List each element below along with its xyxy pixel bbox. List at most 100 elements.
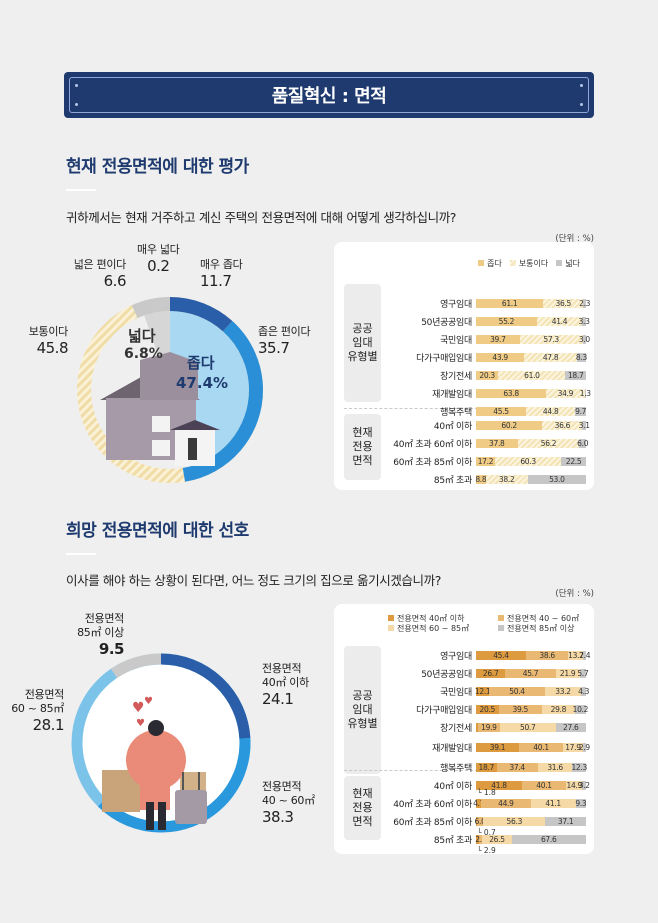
bar-segment: 61.1: [476, 299, 544, 308]
bar-segment: 44.9: [481, 799, 531, 808]
small-value-note: └ 2.9: [477, 846, 496, 855]
bar-panel-preferred: 전용면적 40㎡ 이하 전용면적 40 ~ 60㎡ 전용면적 60 ~ 85㎡ …: [334, 604, 594, 855]
stacked-bar: 41.8 40.1 14.9 3.2: [476, 781, 590, 790]
bar-segment: 53.0: [527, 475, 586, 484]
bar-segment: 60.2: [476, 421, 543, 430]
donut-label-60-85: 전용면적 60 ~ 85㎡ 28.1: [11, 688, 64, 734]
legend-item-narrow: 좁다: [478, 258, 502, 269]
section-title: 현재 전용면적에 대한 평가: [66, 157, 249, 177]
bar-row: 50년공공임대 55.2 41.4 3.3: [334, 316, 594, 328]
bar-segment: 12.1: [474, 687, 491, 696]
bar-segment: 31.6: [537, 763, 573, 772]
bar-segment: 9.3: [575, 799, 587, 808]
bar-row: 40㎡ 초과 60㎡ 이하 37.8 56.2 6.0: [334, 438, 594, 450]
donut-label-very-narrow: 매우 좁다 11.7: [200, 258, 243, 290]
bar-segment: [476, 817, 477, 826]
stacked-bar: 2.9 26.5 67.6: [475, 835, 586, 844]
bar-row: 장기전세 20.3 61.0 18.7: [334, 370, 594, 382]
bar-segment: 12.3: [571, 763, 587, 772]
bar-row: 국민임대 12.1 50.4 33.2 4.3: [334, 686, 594, 698]
stacked-bar: 45.5 44.8 9.7: [476, 407, 586, 416]
bar-segment: 18.7: [565, 371, 586, 380]
bar-segment: 40.1: [521, 781, 567, 790]
bar-row-label: 50년공공임대: [421, 318, 472, 328]
bar-segment: 29.8: [541, 705, 575, 714]
stacked-bar: 63.8 34.9 1.3: [476, 389, 591, 398]
bar-row-label: 국민임대: [440, 336, 472, 346]
bar-row-label: 85㎡ 초과: [433, 836, 472, 846]
bar-segment: 6.0: [577, 439, 589, 448]
bar-row: 60㎡ 초과 85㎡ 이하 17.2 60.3 22.5: [334, 456, 594, 468]
bar-row-label: 장기전세: [440, 724, 472, 734]
stacked-bar: 20.5 39.5 29.8 10.2: [476, 705, 588, 714]
bar-row: 행복주택 45.5 44.8 9.7: [334, 406, 594, 418]
stacked-bar: 26.7 45.7 21.9 5.7: [476, 669, 589, 678]
bar-row: 장기전세 19.9 50.7 27.6: [334, 722, 594, 734]
bar-segment: 37.4: [496, 763, 538, 772]
bar-segment: 2.9: [578, 743, 590, 752]
bar-row-label: 50년공공임대: [421, 670, 472, 680]
bar-segment: 39.5: [498, 705, 542, 714]
bar-segment: 2.3: [579, 299, 591, 308]
small-value-note: └ 1.8: [477, 788, 496, 797]
bar-segment: 3.3: [578, 317, 590, 326]
bar-segment: 18.7: [476, 763, 497, 772]
bar-row-label: 재개발임대: [432, 390, 472, 400]
donut-label-somewhat-wide: 넓은 편이다 6.6: [73, 258, 127, 290]
legend: 전용면적 40㎡ 이하 전용면적 40 ~ 60㎡ 전용면적 60 ~ 85㎡ …: [388, 614, 588, 635]
svg-text:♥: ♥: [136, 718, 145, 729]
bar-row: 40㎡ 이하 60.2 36.6 3.1: [334, 420, 594, 432]
title-banner: 품질혁신 : 면적: [64, 72, 594, 118]
bar-segment: 45.7: [505, 669, 556, 678]
bar-segment: 50.4: [489, 687, 545, 696]
donut-label-somewhat-narrow: 좁은 편이다 35.7: [258, 325, 311, 357]
stacked-bar: 61.1 36.5 2.3: [476, 299, 591, 308]
center-wide-label: 넓다: [128, 327, 156, 345]
bar-segment: 41.1: [530, 799, 576, 808]
bar-segment: 67.6: [511, 835, 586, 844]
banner-rivet: [75, 103, 78, 106]
bar-segment: 2.9: [475, 835, 487, 844]
bar-row: 50년공공임대 26.7 45.7 21.9 5.7: [334, 668, 594, 680]
bar-row-label: 영구임대: [440, 652, 472, 662]
stacked-bar: 55.2 41.4 3.3: [476, 317, 590, 326]
legend-item-under-40: 전용면적 40㎡ 이하: [388, 614, 488, 624]
stacked-bar: 4.7 44.9 41.1 9.3: [473, 799, 587, 808]
bar-segment: 3.1: [578, 421, 590, 430]
bar-segment: 3.0: [578, 335, 590, 344]
donut-label-under-40: 전용면적 40㎡ 이하 24.1: [262, 662, 309, 708]
bar-segment: 4.3: [578, 687, 590, 696]
bar-segment: 56.2: [517, 439, 580, 448]
banner-border: [69, 77, 589, 113]
bar-segment: 34.9: [546, 389, 585, 398]
donut-label-normal: 보통이다 45.8: [28, 325, 69, 357]
donut-label-very-wide: 매우 넓다 0.2: [137, 243, 180, 275]
stacked-bar: 39.1 40.1 17.9 2.9: [476, 743, 590, 752]
stacked-bar: 18.7 37.4 31.6 12.3: [476, 763, 587, 772]
bar-segment: 60.3: [494, 457, 562, 466]
unit-label: (단위 : %): [555, 234, 594, 244]
group-divider: [344, 770, 584, 771]
bar-segment: 20.3: [476, 371, 499, 380]
group-label-current-area: 현재 전용 면적: [344, 414, 381, 480]
bar-segment: 9.7: [575, 407, 587, 416]
bar-segment: 45.4: [476, 651, 526, 660]
bar-segment: 61.0: [498, 371, 566, 380]
legend-item-60-85: 전용면적 60 ~ 85㎡: [388, 624, 488, 634]
bar-row-label: 60㎡ 초과 85㎡ 이하: [393, 818, 472, 828]
group-label-public-rental: 공공 임대 유형별: [344, 284, 381, 402]
bar-row: 85㎡ 초과 8.8 38.2 53.0: [334, 474, 594, 486]
survey-question: 귀하께서는 현재 거주하고 계신 주택의 전용면적에 대해 어떻게 생각하십니까…: [66, 210, 457, 225]
bar-row-label: 60㎡ 초과 85㎡ 이하: [393, 458, 472, 468]
bar-row: 재개발임대 39.1 40.1 17.9 2.9: [334, 742, 594, 754]
bar-segment: 21.9: [555, 669, 580, 678]
bar-row: 재개발임대 63.8 34.9 1.3: [334, 388, 594, 400]
stacked-bar: 60.2 36.6 3.1: [476, 421, 590, 430]
bar-row-label: 재개발임대: [432, 744, 472, 754]
bar-row: 다가구매입임대 20.5 39.5 29.8 10.2: [334, 704, 594, 716]
bar-row-label: 40㎡ 이하: [433, 422, 472, 432]
section-divider: [66, 189, 96, 191]
section-divider: [66, 553, 96, 555]
bar-segment: 13.7: [568, 651, 584, 660]
stacked-bar: 39.7 57.3 3.0: [476, 335, 590, 344]
